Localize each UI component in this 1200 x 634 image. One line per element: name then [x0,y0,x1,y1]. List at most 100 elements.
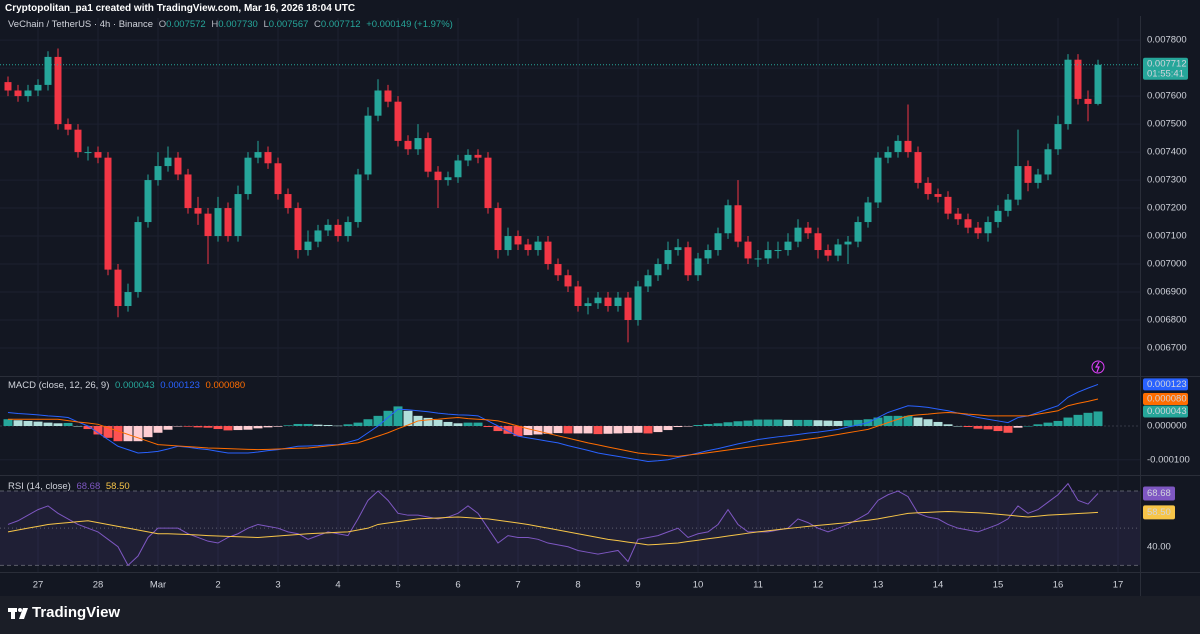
candle-body [584,303,592,307]
x-tick-label: 17 [1113,580,1124,591]
candle-body [534,241,542,251]
candle-body [634,286,642,321]
macd-tag-label: 0.000123 [1147,379,1187,390]
rsi-tag [1143,486,1175,501]
ohlc-value: 0.007567 [268,19,309,30]
y-tick-label: 0.006700 [1147,343,1187,354]
macd-title: MACD (close, 12, 26, 9) [8,380,110,391]
histogram-bar [693,424,703,426]
histogram-bar [953,426,963,427]
candle-body [674,247,682,251]
alert-icon-bolt [1094,361,1100,373]
histogram-bar [13,420,23,426]
histogram-bar [83,426,93,430]
histogram-bar [1003,426,1013,433]
candle-body [744,241,752,259]
candle-body [294,208,302,251]
brand-logo [8,608,28,619]
histogram-tag [1143,405,1188,418]
candle-body [544,241,552,265]
macd-line [7,383,1099,462]
ohlc-key: C [314,19,321,30]
rsi-ma-value: 58.50 [105,481,130,492]
x-tick-label: 14 [933,580,944,591]
histogram-bar [793,419,803,426]
signal-line [8,398,1099,457]
candle-body [344,222,352,237]
candle-body [404,140,412,150]
histogram-bar [263,426,273,428]
y-tick-label: 0.007100 [1147,231,1187,242]
y-tick-label: -0.000100 [1147,454,1190,465]
histogram-bar [503,426,513,434]
histogram-bar [273,426,283,427]
alert-icon[interactable] [1091,360,1105,374]
histogram-bar [473,422,483,426]
macd-tag [1143,378,1188,391]
histogram-bar [253,426,263,429]
candle-body [824,250,832,256]
candle-body [454,160,462,178]
histogram-bar [243,426,253,430]
candle-body [994,210,1002,223]
candle-body [214,208,222,237]
candle-body [234,194,242,237]
y-tick-label: 0.007000 [1147,259,1187,270]
candle-body [114,269,122,307]
histogram-bar [203,426,213,428]
histogram-bar [643,426,653,434]
histogram-bar [1083,412,1093,426]
histogram-bar [383,410,393,426]
histogram-bar [683,426,693,427]
histogram-bar [283,425,293,426]
histogram-bar [773,419,783,426]
logo-part [18,608,22,612]
x-tick-label: 5 [395,580,400,591]
candle-body [474,154,482,158]
histogram-bar [1013,426,1023,428]
histogram-bar [23,420,33,426]
candle-body [434,171,442,181]
candle-body [904,140,912,153]
candle-body [44,56,52,85]
change: +0.000149 (+1.97%) [366,19,453,30]
candle-body [424,138,432,172]
histogram-bar [213,426,223,430]
candle-body [104,157,112,270]
candle-body [974,227,982,234]
candle-body [244,157,252,195]
x-tick-label: 28 [93,580,104,591]
x-tick-label: 9 [635,580,640,591]
candle-body [684,247,692,276]
candle-body [984,222,992,234]
ma-tag-label: 58.50 [1147,507,1171,518]
histogram-bar [833,420,843,426]
candle-body [554,264,562,276]
candle-body [764,250,772,259]
histogram-bar [1043,422,1053,426]
histogram-bar [583,426,593,434]
candle-body [164,157,172,167]
ma-line [7,510,1099,546]
candle-body [144,180,152,223]
candle-body [854,222,862,242]
candle-body [774,250,782,252]
candle-body [514,236,522,245]
histogram-bar [913,417,923,426]
histogram-bar [183,426,193,427]
candle-body [524,244,532,251]
y-tick-label: 0.000000 [1147,421,1187,432]
candle-body [664,250,672,265]
histogram-bar [1073,414,1083,426]
candle-body [264,152,272,164]
histogram-bar [983,426,993,430]
signal-tag [1143,392,1188,405]
candle-body [224,208,232,237]
y-tick-label: 0.007300 [1147,175,1187,186]
candle-body [484,157,492,209]
candle-body [1064,59,1072,125]
histogram-bar [823,420,833,426]
rsi-title: RSI (14, close) [8,481,71,492]
price-legend: VeChain / TetherUS · 4h · Binance O0.007… [8,19,456,30]
candle-body [1074,59,1082,99]
